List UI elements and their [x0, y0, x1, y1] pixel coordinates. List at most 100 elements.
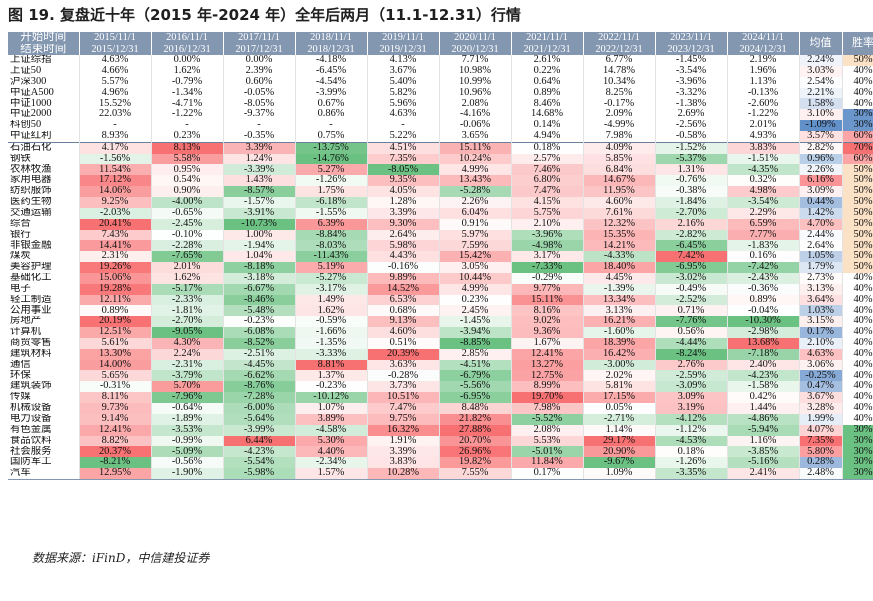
return-cell: 1.57%: [295, 468, 368, 480]
return-cell: 12.41%: [79, 424, 152, 436]
mean-cell: 1.05%: [799, 251, 843, 263]
return-cell: 2.01%: [727, 120, 800, 131]
row-name: 通信: [8, 359, 80, 371]
return-cell: -1.22%: [151, 109, 224, 121]
return-cell: 10.24%: [439, 153, 512, 165]
return-cell: 0.60%: [223, 76, 296, 88]
return-cell: 10.44%: [439, 272, 512, 284]
winrate-cell: 40%: [842, 413, 873, 425]
return-cell: -2.34%: [295, 457, 368, 469]
return-cell: -3.33%: [295, 348, 368, 360]
return-cell: -1.90%: [151, 468, 224, 480]
return-cell: 11.54%: [79, 164, 152, 176]
return-cell: 1.16%: [727, 435, 800, 447]
return-cell: -0.99%: [151, 435, 224, 447]
return-cell: 4.99%: [439, 283, 512, 295]
return-cell: -5.98%: [223, 468, 296, 480]
mean-cell: 3.03%: [799, 65, 843, 77]
return-cell: -1.26%: [655, 457, 728, 469]
return-cell: 0.42%: [727, 392, 800, 403]
return-cell: -2.33%: [151, 294, 224, 306]
row-name: 国防军工: [8, 457, 80, 469]
header-label-start: 开始时间: [8, 32, 80, 44]
return-cell: 9.36%: [511, 327, 584, 338]
table-row: 中证2000 22.03% -1.22% -9.37% 0.86% 4.63% -4.16%…: [8, 109, 873, 121]
row-name: 机械设备: [8, 403, 80, 414]
winrate-cell: 30%: [842, 424, 873, 436]
table-row: 钢铁 -1.56% 5.58% 1.24% -14.76% 7.35% 10.24% 2.57…: [8, 153, 873, 165]
return-cell: -0.56%: [151, 457, 224, 469]
return-cell: 3.63%: [367, 359, 440, 371]
return-cell: 1.91%: [367, 435, 440, 447]
return-cell: -: [367, 120, 440, 131]
return-cell: 8.11%: [79, 392, 152, 403]
return-cell: 8.13%: [151, 141, 224, 154]
return-cell: -1.94%: [223, 240, 296, 252]
return-cell: 14.68%: [511, 109, 584, 121]
return-cell: -5.48%: [223, 305, 296, 317]
row-name: 公用事业: [8, 305, 80, 317]
return-cell: 0.75%: [295, 130, 368, 143]
header-period-start: 2017/11/1: [223, 32, 296, 44]
return-cell: 12.95%: [79, 468, 152, 480]
return-cell: -7.65%: [151, 251, 224, 263]
return-cell: 15.11%: [439, 141, 512, 154]
return-cell: 6.77%: [583, 55, 656, 66]
return-cell: -8.05%: [223, 98, 296, 110]
return-cell: -: [79, 120, 152, 131]
mean-cell: 2.10%: [799, 337, 843, 349]
winrate-cell: 40%: [842, 348, 873, 360]
winrate-cell: 50%: [842, 262, 873, 273]
row-name: 农林牧渔: [8, 164, 80, 176]
return-cell: 4.51%: [367, 141, 440, 154]
row-name: 中证2000: [8, 109, 80, 121]
return-cell: 14.00%: [79, 359, 152, 371]
return-cell: -3.96%: [511, 229, 584, 241]
return-cell: 3.17%: [511, 251, 584, 263]
return-cell: 0.18%: [655, 446, 728, 458]
return-cell: -6.08%: [223, 327, 296, 338]
return-cell: -6.45%: [295, 65, 368, 77]
return-cell: -3.02%: [655, 272, 728, 284]
mean-cell: -0.25%: [799, 370, 843, 382]
row-name: 美容护理: [8, 262, 80, 273]
return-cell: -1.60%: [583, 327, 656, 338]
header-period-start: 2022/11/1: [583, 32, 656, 44]
return-cell: -10.12%: [295, 392, 368, 403]
mean-cell: 3.64%: [799, 294, 843, 306]
return-cell: 19.28%: [79, 283, 152, 295]
header-period-end: 2022/12/31: [583, 43, 656, 55]
return-cell: -5.64%: [223, 413, 296, 425]
return-cell: 0.91%: [439, 218, 512, 230]
return-cell: -2.51%: [223, 348, 296, 360]
return-cell: -6.95%: [439, 392, 512, 403]
return-cell: 5.97%: [439, 229, 512, 241]
return-cell: 2.29%: [727, 207, 800, 219]
return-cell: -3.54%: [655, 65, 728, 77]
mean-cell: 1.42%: [799, 207, 843, 219]
row-name: 房地产: [8, 316, 80, 328]
return-cell: -0.06%: [439, 120, 512, 131]
return-cell: -10.73%: [223, 218, 296, 230]
return-cell: 1.31%: [655, 164, 728, 176]
winrate-cell: 30%: [842, 120, 873, 131]
return-cell: 0.23%: [439, 294, 512, 306]
row-name: 医药生物: [8, 196, 80, 208]
return-cell: -0.16%: [367, 262, 440, 273]
return-cell: 19.26%: [79, 262, 152, 273]
winrate-cell: 70%: [842, 141, 873, 154]
return-cell: -8.18%: [223, 262, 296, 273]
mean-cell: 3.09%: [799, 186, 843, 197]
winrate-cell: 40%: [842, 392, 873, 403]
mean-cell: 2.24%: [799, 55, 843, 66]
return-cell: -4.35%: [727, 164, 800, 176]
return-cell: 20.41%: [79, 218, 152, 230]
return-cell: -7.28%: [223, 392, 296, 403]
return-cell: -2.98%: [727, 327, 800, 338]
return-cell: 5.19%: [295, 262, 368, 273]
return-cell: 1.00%: [223, 229, 296, 241]
return-cell: -4.54%: [295, 76, 368, 88]
return-cell: 14.41%: [79, 240, 152, 252]
return-cell: 0.64%: [511, 76, 584, 88]
returns-table: 开始时间 2015/11/1 2016/11/1 2017/11/1 2018/11/1…: [8, 32, 873, 480]
